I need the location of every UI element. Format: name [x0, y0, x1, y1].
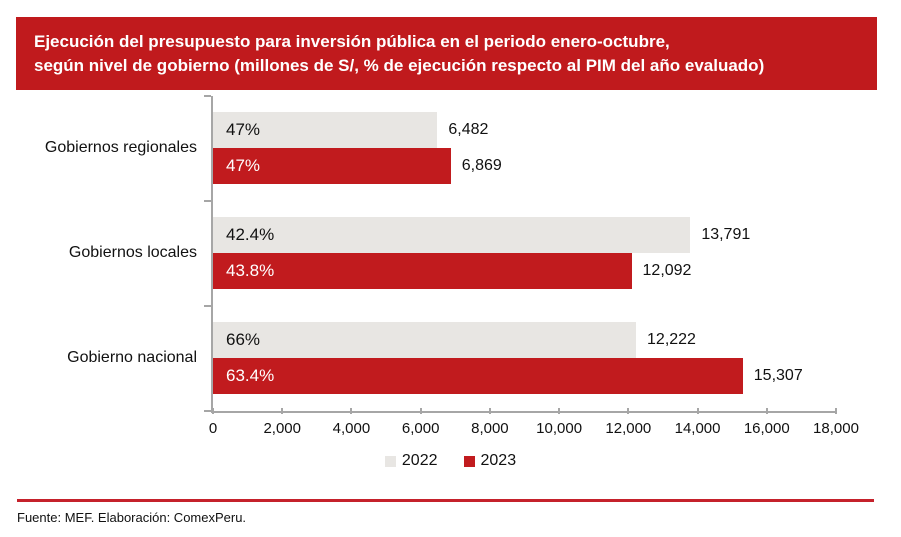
legend-swatch-2023 [463, 455, 475, 467]
x-axis-tick [696, 408, 699, 414]
category-label-gobierno-nacional: Gobierno nacional [67, 349, 197, 367]
legend-label-2022: 2022 [401, 452, 438, 469]
category-label-gobiernos-locales: Gobiernos locales [68, 244, 197, 262]
value-label-2023-gobiernos-regionales: 6,869 [461, 157, 502, 175]
x-axis-tick [835, 408, 837, 414]
x-axis-label-12000: 12,000 [605, 420, 652, 437]
x-axis-tick [765, 408, 768, 414]
chart-title-banner: Ejecución del presupuesto para inversión… [16, 17, 877, 90]
bars-gobierno-nacional: 66% 12,222 63.4% 15,307 [213, 322, 836, 395]
y-axis-tick [204, 199, 211, 202]
chart-title-line-2: según nivel de gobierno (millones de S/,… [34, 55, 765, 75]
chart-title-line-1: Ejecución del presupuesto para inversión… [34, 31, 670, 51]
x-axis-tick [350, 408, 353, 414]
chart-legend: 2022 2023 [0, 452, 901, 470]
pct-label-2022-gobiernos-locales: 42.4% [226, 225, 275, 245]
bar-group-gobiernos-locales: Gobiernos locales 42.4% 13,791 43.8% 12,092 [69, 201, 836, 306]
bar-2023-gobiernos-locales: 43.8% 12,092 [213, 253, 691, 290]
bar-2022-gobiernos-regionales: 47% 6,482 [213, 112, 488, 149]
bar-2023-gobiernos-regionales: 47% 6,869 [213, 148, 502, 185]
x-axis-label-10000: 10,000 [536, 420, 583, 437]
legend-item-2023: 2023 [463, 452, 517, 470]
category-label-gobiernos-regionales: Gobiernos regionales [44, 139, 197, 157]
y-axis-tick [204, 95, 211, 97]
x-axis-label-6000: 6,000 [401, 420, 440, 437]
bar-2022-gobiernos-locales: 42.4% 13,791 [213, 217, 750, 254]
legend-item-2022: 2022 [384, 452, 438, 470]
bars-gobiernos-locales: 42.4% 13,791 43.8% 12,092 [213, 217, 836, 290]
bar-group-gobierno-nacional: Gobierno nacional 66% 12,222 63.4% 15,307 [67, 306, 836, 411]
x-axis-tick [627, 408, 630, 414]
x-axis-label-8000: 8,000 [471, 420, 509, 437]
x-axis-label-4000: 4,000 [332, 420, 371, 437]
x-axis-tick [419, 408, 422, 414]
value-label-2022-gobierno-nacional: 12,222 [647, 331, 696, 349]
pct-label-2023-gobierno-nacional: 63.4% [226, 366, 275, 386]
footer-divider [17, 499, 874, 502]
x-axis-label-16000: 16,000 [743, 420, 790, 437]
bars-gobiernos-regionales: 47% 6,482 47% 6,869 [213, 112, 836, 185]
pct-label-2022-gobierno-nacional: 66% [226, 330, 261, 350]
value-label-2022-gobiernos-locales: 13,791 [701, 226, 751, 244]
y-axis-tick [204, 305, 211, 307]
x-axis-tick [488, 408, 491, 414]
bar-2023-gobierno-nacional: 63.4% 15,307 [213, 358, 803, 395]
value-label-2023-gobierno-nacional: 15,307 [753, 367, 803, 385]
value-label-2023-gobiernos-locales: 12,092 [642, 262, 692, 280]
x-axis-label-18000: 18,000 [813, 420, 859, 437]
x-axis-tick [558, 408, 561, 414]
x-axis-label-2000: 2,000 [263, 420, 301, 437]
x-axis-tick [212, 408, 214, 414]
x-axis-label-0: 0 [208, 420, 218, 437]
pct-label-2022-gobiernos-regionales: 47% [226, 120, 261, 140]
x-axis-label-14000: 14,000 [674, 420, 721, 437]
bar-2022-gobierno-nacional: 66% 12,222 [213, 322, 696, 359]
legend-label-2023: 2023 [480, 452, 517, 469]
x-axis-tick [281, 408, 284, 414]
legend-swatch-2022 [384, 455, 396, 467]
bar-group-gobiernos-regionales: Gobiernos regionales 47% 6,482 47% 6,869 [45, 96, 836, 201]
pct-label-2023-gobiernos-locales: 43.8% [226, 261, 275, 281]
source-note: Fuente: MEF. Elaboración: ComexPeru. [17, 510, 247, 525]
value-label-2022-gobiernos-regionales: 6,482 [448, 121, 489, 139]
y-axis-tick [204, 410, 211, 412]
bar-chart-plot-area: Gobiernos regionales 47% 6,482 47% 6,869 Gobi… [45, 95, 859, 437]
pct-label-2023-gobiernos-regionales: 47% [226, 156, 261, 176]
